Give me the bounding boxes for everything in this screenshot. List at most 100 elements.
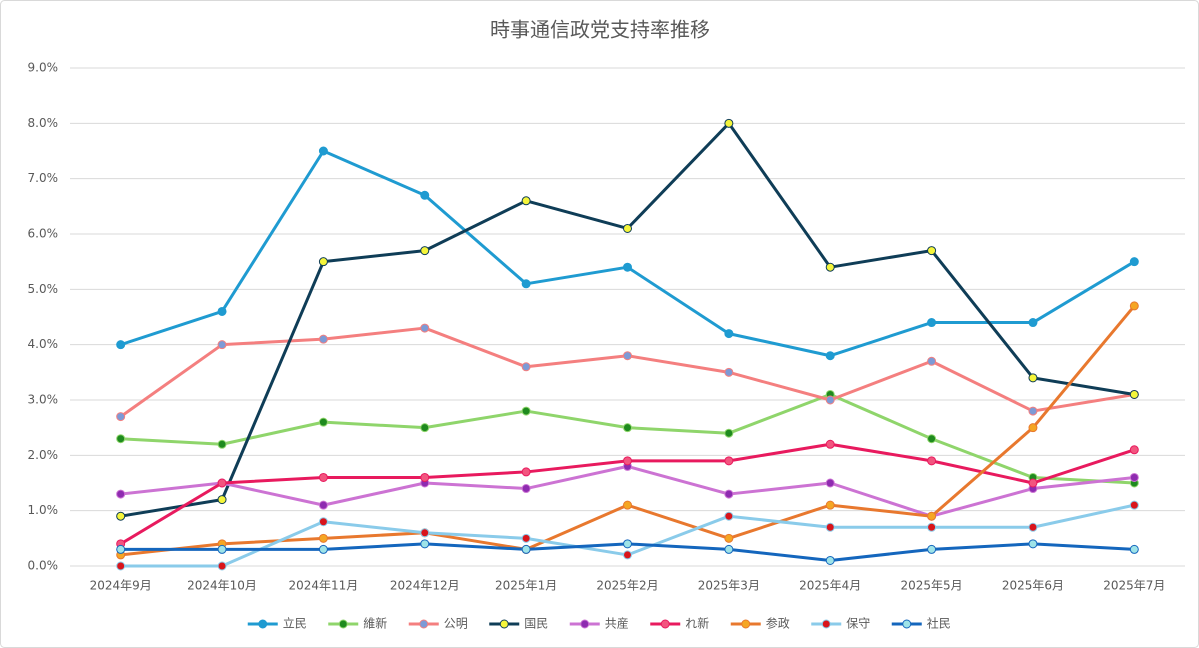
legend-marker	[338, 619, 348, 629]
series-marker	[623, 550, 632, 560]
series-marker	[825, 395, 835, 405]
series-marker	[420, 190, 430, 200]
series-marker	[1028, 318, 1038, 328]
series-marker	[318, 417, 328, 427]
series-marker	[217, 561, 227, 571]
series-marker	[420, 528, 430, 538]
x-tick-label: 2025年4月	[799, 579, 861, 593]
series-marker	[623, 456, 632, 466]
series-marker	[1028, 373, 1038, 383]
series-marker	[623, 223, 632, 233]
series-marker	[1028, 522, 1038, 532]
series-marker	[318, 257, 328, 267]
series-marker	[217, 439, 227, 449]
legend-label: 国民	[524, 617, 548, 631]
series-marker	[724, 456, 734, 466]
series-marker	[724, 544, 734, 554]
y-tick-label: 2.0%	[28, 448, 59, 462]
series-marker	[724, 489, 734, 499]
series-marker	[217, 306, 227, 316]
legend-marker	[821, 619, 831, 629]
series-marker	[116, 434, 126, 444]
legend-label: 維新	[363, 616, 387, 631]
series-marker	[1129, 544, 1139, 554]
y-tick-label: 8.0%	[28, 116, 59, 130]
series-marker	[927, 318, 937, 328]
legend-label: 共産	[605, 616, 629, 631]
series-marker	[724, 118, 734, 128]
x-tick-label: 2024年9月	[90, 579, 152, 593]
series-marker	[825, 439, 835, 449]
series-marker	[318, 544, 328, 554]
series-marker	[927, 434, 937, 444]
series-marker	[1028, 539, 1038, 549]
series-marker	[927, 511, 937, 521]
series-marker	[521, 533, 531, 543]
y-tick-label: 6.0%	[28, 227, 59, 241]
series-marker	[1129, 389, 1139, 399]
x-tick-label: 2025年6月	[1002, 579, 1064, 593]
series-marker	[1129, 472, 1139, 482]
legend-label: 保守	[846, 617, 870, 631]
series-marker	[116, 412, 126, 422]
series-marker	[521, 544, 531, 554]
series-marker	[724, 428, 734, 438]
legend-label: 立民	[283, 616, 307, 631]
series-marker	[318, 146, 328, 156]
series-marker	[521, 279, 531, 289]
series-marker	[1129, 257, 1139, 267]
series-marker	[724, 511, 734, 521]
series-marker	[420, 472, 430, 482]
series-marker	[724, 329, 734, 339]
series-marker	[927, 356, 937, 366]
series-marker	[724, 533, 734, 543]
series-marker	[927, 246, 937, 256]
series-marker	[116, 489, 126, 499]
series-marker	[521, 467, 531, 477]
legend-marker	[741, 619, 751, 629]
x-tick-label: 2024年12月	[390, 579, 460, 593]
series-marker	[420, 323, 430, 333]
series-marker	[521, 406, 531, 416]
x-tick-label: 2024年10月	[187, 579, 257, 593]
series-marker	[116, 561, 126, 571]
series-marker	[1028, 406, 1038, 416]
y-tick-label: 0.0%	[28, 559, 59, 573]
series-marker	[623, 262, 632, 272]
series-marker	[1129, 445, 1139, 455]
series-marker	[116, 544, 126, 554]
legend-marker	[258, 619, 268, 629]
series-marker	[116, 511, 126, 521]
legend-label: 公明	[444, 617, 468, 631]
series-marker	[217, 495, 227, 505]
series-marker	[318, 472, 328, 482]
series-marker	[623, 539, 632, 549]
series-marker	[825, 478, 835, 488]
legend-label: 社民	[927, 616, 951, 631]
series-marker	[420, 539, 430, 549]
series-marker	[825, 351, 835, 361]
series-marker	[623, 423, 632, 433]
series-marker	[521, 484, 531, 494]
series-marker	[116, 340, 126, 350]
series-marker	[927, 544, 937, 554]
x-tick-label: 2024年11月	[289, 579, 359, 593]
x-tick-label: 2025年1月	[495, 579, 557, 593]
y-tick-label: 1.0%	[28, 503, 59, 517]
series-marker	[318, 500, 328, 510]
chart-title: 時事通信政党支持率推移	[490, 18, 710, 42]
x-tick-label: 2025年3月	[698, 579, 760, 593]
y-tick-label: 4.0%	[28, 337, 59, 351]
series-marker	[825, 262, 835, 272]
y-tick-label: 9.0%	[28, 61, 59, 75]
legend-marker	[580, 619, 590, 629]
x-tick-label: 2025年7月	[1103, 579, 1165, 593]
series-marker	[318, 533, 328, 543]
x-tick-label: 2025年5月	[900, 579, 962, 593]
series-marker	[1028, 478, 1038, 488]
series-marker	[1129, 301, 1139, 311]
y-tick-label: 3.0%	[28, 393, 59, 407]
series-marker	[825, 522, 835, 532]
series-marker	[217, 340, 227, 350]
